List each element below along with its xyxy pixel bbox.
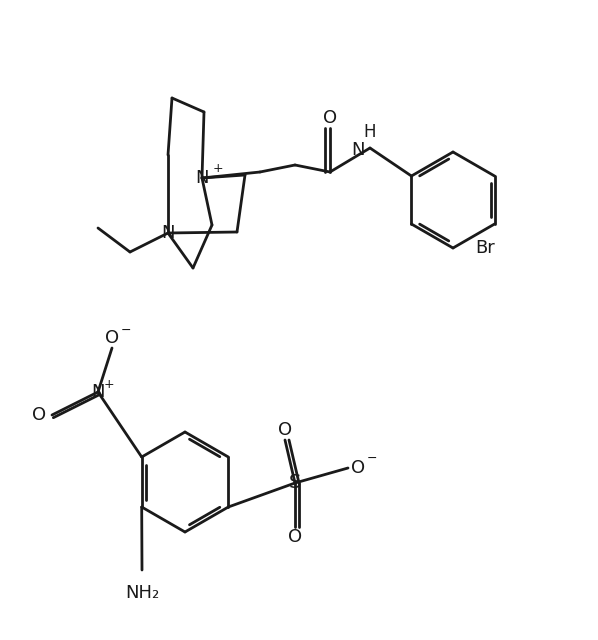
Text: O: O: [351, 459, 365, 477]
Text: NH₂: NH₂: [125, 584, 159, 602]
Text: O: O: [288, 528, 302, 546]
Text: −: −: [121, 323, 131, 337]
Text: S: S: [289, 474, 301, 493]
Text: N: N: [161, 224, 175, 242]
Text: N: N: [351, 141, 365, 159]
Text: +: +: [213, 161, 223, 175]
Text: N: N: [91, 383, 105, 401]
Text: O: O: [323, 109, 337, 127]
Text: −: −: [367, 451, 377, 465]
Text: O: O: [105, 329, 119, 347]
Text: Br: Br: [475, 239, 495, 257]
Text: +: +: [103, 378, 114, 390]
Text: H: H: [364, 123, 376, 141]
Text: N: N: [196, 169, 209, 187]
Text: O: O: [278, 421, 292, 439]
Text: O: O: [32, 406, 46, 424]
